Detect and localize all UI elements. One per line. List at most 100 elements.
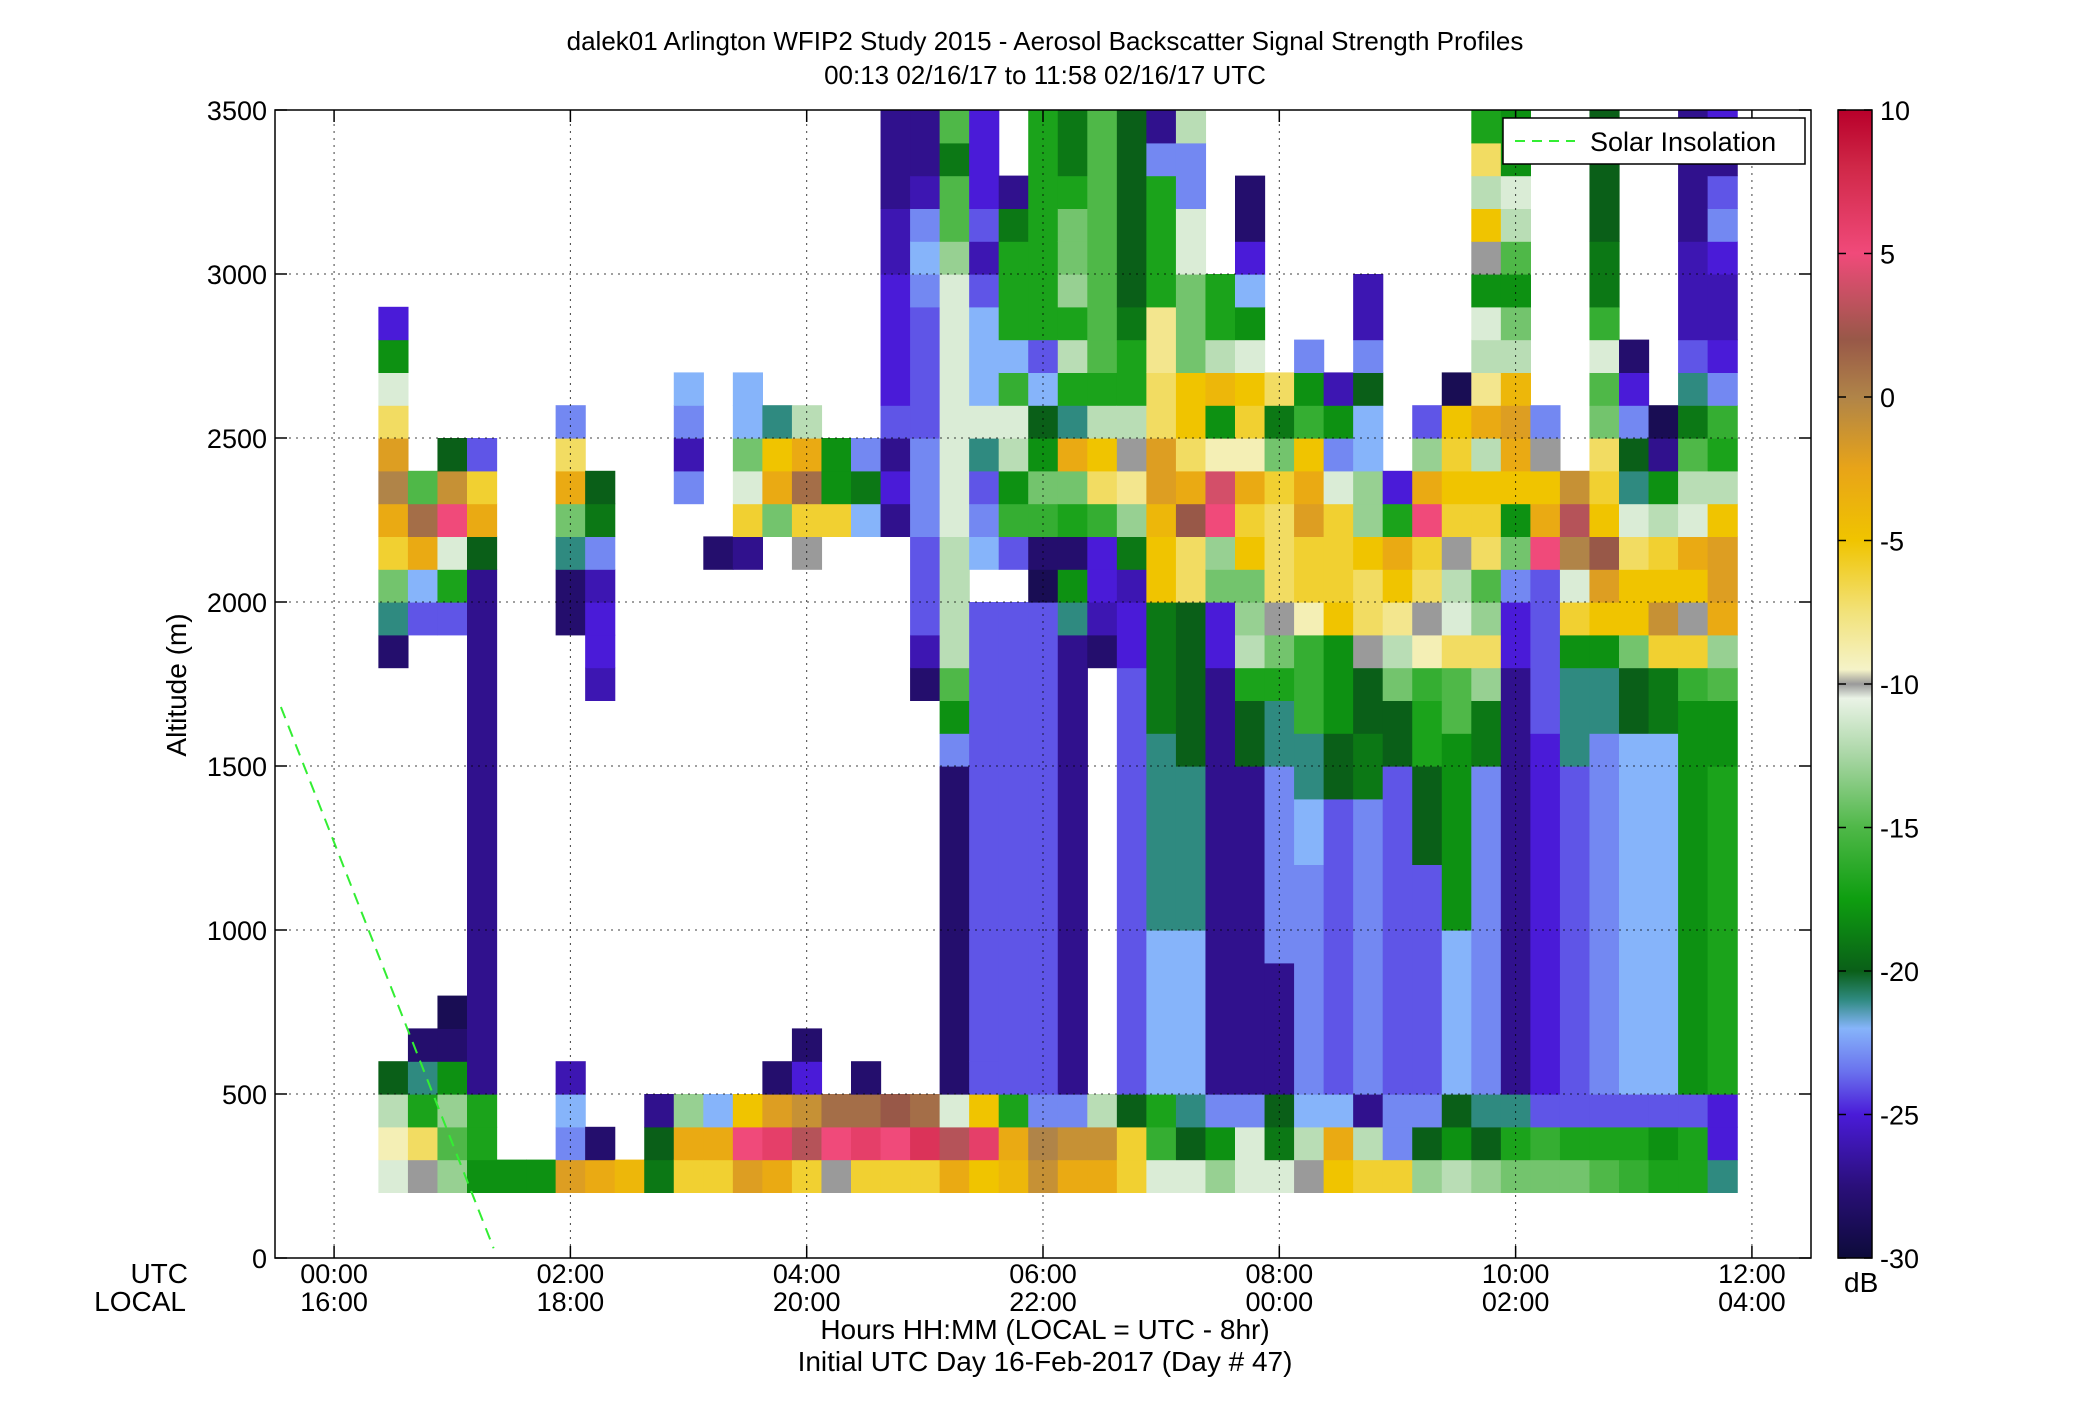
heatmap-cell (1057, 634, 1088, 1095)
heatmap-cell (378, 1159, 409, 1193)
heatmap-cell (1382, 700, 1413, 767)
heatmap-cell (1116, 503, 1147, 537)
heatmap-cell (437, 569, 468, 603)
heatmap-cell (1087, 536, 1118, 570)
colorbar-tick-label: 5 (1880, 240, 1895, 270)
colorbar: 10 5 0 -5 -10 -15 -20 -25 -30 dB (1837, 96, 1919, 1298)
heatmap-cell (1678, 438, 1709, 472)
heatmap-cell (1648, 1094, 1679, 1128)
heatmap-cell (1441, 372, 1472, 406)
heatmap-cell (1175, 438, 1207, 472)
heatmap-cell (1707, 208, 1738, 242)
heatmap-cell (407, 1126, 439, 1161)
heatmap-cell (1678, 602, 1709, 636)
heatmap-cell (555, 1094, 586, 1128)
heatmap-cell (969, 1159, 1000, 1193)
heatmap-cell (1500, 1126, 1531, 1161)
heatmap-cell (910, 634, 941, 669)
heatmap-cell (1441, 667, 1472, 734)
heatmap-cell (1648, 602, 1679, 636)
heatmap-cell (880, 208, 911, 275)
heatmap-cell (1648, 1126, 1679, 1161)
heatmap-cell (880, 110, 911, 209)
heatmap-cell (1323, 1126, 1354, 1161)
heatmap-cell (1323, 634, 1354, 734)
heatmap-cell (791, 1159, 823, 1193)
y-tick-label: 1000 (207, 916, 267, 946)
heatmap-cell (1471, 438, 1502, 472)
heatmap-cell (1530, 1159, 1561, 1193)
y-tick-label: 0 (252, 1244, 267, 1274)
heatmap-cell (378, 569, 409, 603)
heatmap-cell (1412, 569, 1443, 603)
heatmap-cell (1087, 470, 1118, 505)
heatmap-cell (1441, 1126, 1472, 1161)
heatmap-cell (1382, 536, 1413, 570)
heatmap-cell (969, 339, 1000, 406)
heatmap-cell (1235, 503, 1266, 537)
heatmap-cell (1264, 1126, 1295, 1161)
heatmap-cell (585, 503, 616, 537)
heatmap-cell (762, 1126, 793, 1161)
heatmap-cell (821, 1159, 852, 1193)
heatmap-cell (821, 503, 852, 537)
heatmap-cell (1619, 1126, 1650, 1161)
heatmap-cell (467, 438, 498, 472)
heatmap-cell (1087, 438, 1118, 472)
heatmap-cell (1264, 1159, 1295, 1193)
heatmap-cell (1707, 339, 1738, 373)
heatmap-cell (1471, 142, 1502, 177)
heatmap-cell (1235, 405, 1266, 439)
heatmap-cell (437, 536, 468, 570)
heatmap-cell (1707, 503, 1738, 537)
heatmap-cell (732, 1094, 763, 1128)
heatmap-cell (1441, 1159, 1472, 1193)
heatmap-cell (378, 372, 409, 406)
y-tick-label: 3000 (207, 260, 267, 290)
heatmap-cell (585, 1126, 616, 1161)
heatmap-cell (378, 306, 409, 341)
heatmap-cell (1530, 438, 1561, 472)
heatmap-cell (1146, 372, 1177, 439)
heatmap-cell (1707, 241, 1738, 275)
heatmap-cell (998, 372, 1029, 406)
heatmap-cell (703, 1159, 734, 1193)
heatmap-cell (585, 470, 616, 505)
heatmap-cell (880, 1159, 911, 1193)
heatmap-cell (1205, 602, 1236, 669)
heatmap-cell (1412, 503, 1443, 537)
heatmap-cell (1323, 1094, 1354, 1128)
heatmap-cell (1087, 1094, 1118, 1128)
heatmap-cell (1353, 1126, 1384, 1161)
heatmap-cell (1619, 438, 1650, 472)
heatmap-cell (910, 536, 941, 636)
heatmap-cell (1648, 536, 1679, 570)
heatmap-cell (1707, 470, 1738, 505)
heatmap-cell (1619, 470, 1650, 505)
heatmap-cell (1057, 208, 1088, 242)
heatmap-cell (1559, 602, 1591, 636)
heatmap-cell (969, 208, 1000, 242)
heatmap-cell (1353, 372, 1384, 406)
heatmap-cell (1471, 405, 1502, 439)
colorbar-tick-label: -15 (1880, 814, 1919, 844)
heatmap-cell (851, 1159, 882, 1193)
heatmap-cell (969, 503, 1000, 537)
heatmap-cell (1057, 1094, 1088, 1128)
heatmap-cell (1382, 667, 1413, 701)
heatmap-cell (1589, 372, 1620, 406)
heatmap-cell (1235, 1159, 1266, 1193)
y-tick-label: 2500 (207, 424, 267, 454)
heatmap-cell (910, 438, 941, 537)
heatmap-cell (437, 1094, 468, 1128)
heatmap-cell (467, 536, 498, 570)
heatmap-cell (1205, 1159, 1236, 1193)
x-tick-label-utc: 00:00 (300, 1259, 368, 1289)
heatmap-cell (1678, 470, 1709, 505)
heatmap-cell (1175, 536, 1207, 603)
heatmap-cell (1530, 569, 1561, 603)
heatmap-cell (1264, 470, 1295, 505)
heatmap-cell (1678, 569, 1709, 603)
heatmap-cell (910, 667, 941, 701)
heatmap-cell (1235, 175, 1266, 242)
